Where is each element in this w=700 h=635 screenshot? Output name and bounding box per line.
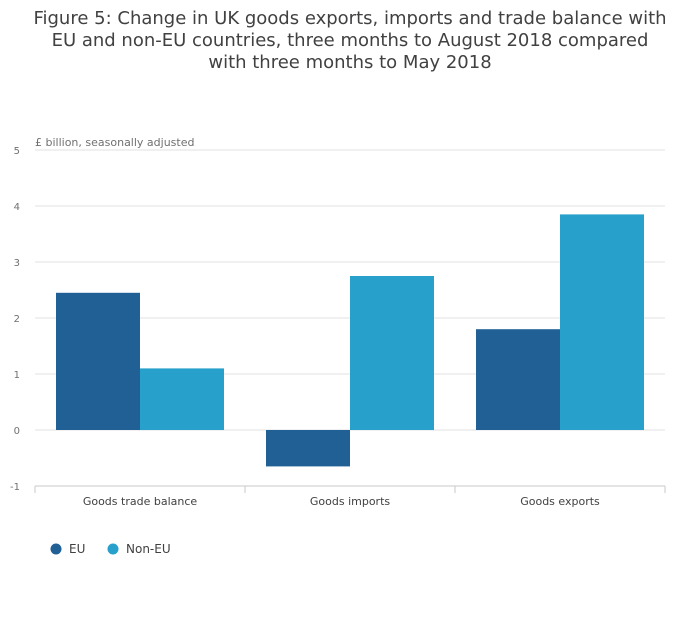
y-tick-label: 5: [14, 146, 20, 157]
y-tick-label: 0: [14, 426, 20, 437]
y-tick-label: 3: [14, 258, 20, 269]
legend-marker-eu: [50, 543, 62, 555]
chart-title: Figure 5: Change in UK goods exports, im…: [33, 8, 667, 73]
legend-label-eu: EU: [69, 542, 85, 556]
y-tick-label: -1: [10, 482, 20, 493]
bar-eu-2: [476, 329, 560, 430]
y-axis-unit-label: £ billion, seasonally adjusted: [35, 136, 194, 149]
bar-non-eu-1: [350, 276, 434, 430]
x-category-label: Goods trade balance: [83, 495, 198, 508]
bar-eu-0: [56, 292, 140, 430]
y-tick-label: 2: [14, 314, 20, 325]
legend-marker-non-eu: [107, 543, 119, 555]
bar-eu-1: [266, 430, 350, 467]
legend-label-non-eu: Non-EU: [126, 542, 171, 556]
y-tick-label: 1: [14, 370, 20, 381]
bar-non-eu-2: [560, 214, 644, 430]
y-tick-label: 4: [14, 202, 20, 213]
x-category-label: Goods imports: [310, 495, 391, 508]
bar-non-eu-0: [140, 368, 224, 430]
x-category-label: Goods exports: [520, 495, 600, 508]
